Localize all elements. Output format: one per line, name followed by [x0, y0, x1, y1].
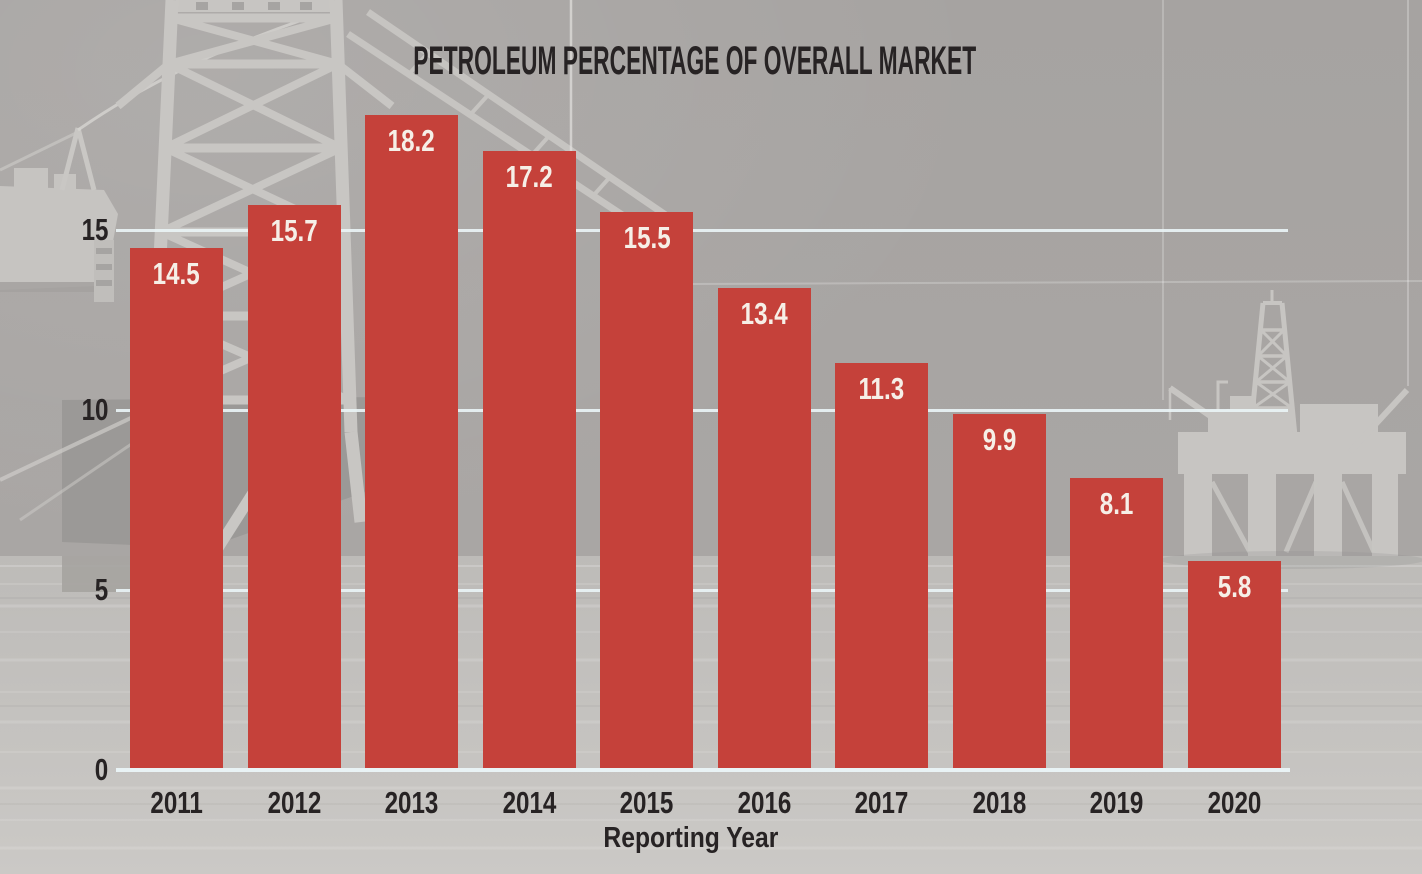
y-tick-label-10-text: 10: [81, 392, 108, 427]
x-tick-label-2013-text: 2013: [384, 785, 439, 820]
supply-ship: [0, 18, 303, 302]
bar-2013: 18.2: [365, 114, 459, 772]
bar-2011: 14.5: [130, 248, 223, 772]
y-tick-label-15-text: 15: [81, 212, 108, 247]
bar-value-label-text: 15.7: [270, 212, 318, 248]
x-tick-label-2014: 2014: [470, 787, 588, 818]
water-streaks: [0, 565, 1422, 850]
x-tick-label-2016-text: 2016: [737, 785, 792, 820]
y-tick-label-5-text: 5: [94, 572, 108, 607]
gridline-5: [116, 588, 1288, 592]
x-tick-label-2011: 2011: [118, 787, 236, 818]
bar-value-label: 9.9: [953, 424, 1046, 455]
bar-2020: 5.8: [1187, 561, 1281, 772]
bar-value-label: 13.4: [718, 298, 811, 329]
x-tick-label-2019: 2019: [1058, 787, 1176, 818]
bar-value-label-text: 14.5: [152, 256, 201, 291]
bar-value-label-text: 18.2: [388, 122, 436, 158]
y-tick-label-5: 5: [16, 574, 108, 605]
bar-value-label-text: 13.4: [740, 295, 788, 331]
bar-value-label: 15.5: [600, 222, 693, 253]
y-tick-label-15: 15: [16, 214, 108, 245]
x-tick-label-2017: 2017: [823, 787, 941, 818]
bar-2012: 15.7: [247, 204, 341, 772]
chart-title: PETROLEUM PERCENTAGE OF OVERALL MARKET: [0, 41, 1390, 81]
bar-2019: 8.1: [1070, 478, 1164, 772]
x-tick-label-2020: 2020: [1175, 787, 1293, 818]
gridline-15: [116, 228, 1288, 232]
x-tick-label-2012-text: 2012: [267, 785, 321, 820]
bar-value-label: 15.7: [248, 215, 341, 246]
x-tick-label-2013: 2013: [353, 787, 471, 818]
bar-value-label-text: 11.3: [858, 371, 905, 407]
x-tick-label-2017-text: 2017: [854, 785, 909, 820]
y-tick-label-0-text: 0: [94, 752, 108, 787]
x-tick-label-2018-text: 2018: [972, 785, 1027, 820]
chart-title-text: PETROLEUM PERCENTAGE OF OVERALL MARKET: [413, 39, 977, 83]
x-tick-label-2014-text: 2014: [502, 785, 557, 820]
x-tick-label-2019-text: 2019: [1089, 785, 1144, 820]
x-tick-label-2015-text: 2015: [619, 785, 674, 820]
bar-2017: 11.3: [835, 363, 929, 772]
x-axis-line: [116, 768, 1290, 772]
x-tick-label-2018: 2018: [940, 787, 1058, 818]
bar-value-label: 5.8: [1188, 571, 1281, 602]
y-tick-label-10: 10: [16, 394, 108, 425]
bar-value-label: 14.5: [130, 258, 223, 289]
jackup-rig: [1160, 290, 1422, 569]
y-tick-label-0: 0: [16, 754, 108, 785]
x-axis-title-text: Reporting Year: [603, 822, 779, 854]
bar-value-label-text: 17.2: [505, 158, 553, 194]
x-tick-label-2011-text: 2011: [150, 785, 203, 820]
bar-value-label-text: 8.1: [1100, 486, 1134, 522]
x-tick-label-2012: 2012: [235, 787, 353, 818]
bar-2018: 9.9: [952, 413, 1046, 772]
bar-value-label-text: 5.8: [1217, 569, 1252, 605]
x-tick-label-2020-text: 2020: [1207, 785, 1262, 820]
bar-value-label: 17.2: [483, 161, 576, 192]
bar-value-label: 8.1: [1070, 488, 1163, 519]
bar-value-label-text: 9.9: [982, 421, 1017, 457]
bar-2014: 17.2: [482, 150, 576, 772]
x-tick-label-2015: 2015: [588, 787, 706, 818]
bar-2015: 15.5: [600, 212, 694, 772]
bar-value-label: 11.3: [835, 373, 928, 404]
bar-value-label: 18.2: [365, 125, 458, 156]
x-axis-title: Reporting Year: [0, 823, 1382, 853]
x-tick-label-2016: 2016: [705, 787, 823, 818]
bar-2016: 13.4: [717, 287, 811, 772]
distant-cables: [689, 0, 1422, 400]
bar-value-label-text: 15.5: [623, 220, 671, 255]
gridline-10: [116, 408, 1288, 412]
